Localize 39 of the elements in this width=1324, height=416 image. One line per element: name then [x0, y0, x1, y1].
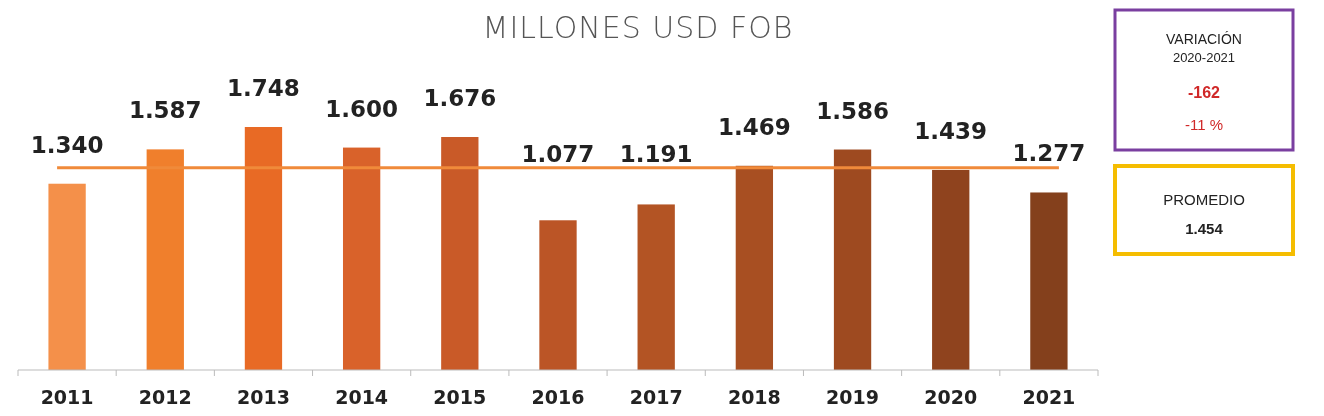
text: 1.454: [1185, 220, 1224, 237]
bar: [1030, 192, 1068, 370]
x-tick-label: 2013: [237, 386, 290, 408]
data-label: 1.586: [816, 97, 889, 124]
data-label: 1.277: [1012, 140, 1086, 167]
data-label: 1.587: [128, 97, 202, 124]
bar: [441, 137, 479, 370]
x-tick-label: 2014: [335, 386, 389, 408]
data-label: 1.191: [619, 140, 693, 167]
text: -11 %: [1184, 116, 1224, 133]
x-tick-label: 2017: [629, 386, 683, 408]
text: 2020-2021: [1172, 50, 1236, 65]
bar: [932, 169, 970, 370]
x-tick-label: 2019: [826, 386, 879, 408]
bar: [146, 149, 184, 370]
x-tick-label: 2011: [40, 386, 94, 408]
x-tick-label: 2021: [1022, 386, 1076, 408]
bar: [833, 149, 872, 370]
x-tick-label: 2015: [433, 386, 487, 408]
bar: [244, 127, 283, 370]
text: VARIACIÓN: [1166, 31, 1242, 47]
text: PROMEDIO: [1163, 191, 1245, 208]
text: -162: [1187, 84, 1221, 101]
data-label: 1.439: [914, 117, 988, 144]
bar: [48, 183, 86, 370]
data-label: 1.676: [423, 85, 497, 112]
x-tick-label: 2018: [727, 386, 781, 408]
x-tick-label: 2016: [531, 386, 585, 408]
x-tick-label: 2012: [138, 386, 192, 408]
x-tick-label: 2020: [924, 386, 978, 408]
chart-title: MILLONES USD FOB: [482, 10, 794, 45]
data-label: 1.748: [227, 75, 300, 101]
data-label: 1.077: [521, 140, 595, 167]
bar: [539, 220, 577, 370]
data-label: 1.469: [717, 113, 791, 140]
data-label: 1.600: [325, 95, 399, 122]
data-label: 1.340: [30, 131, 104, 158]
bar: [342, 147, 381, 370]
bar: [637, 204, 675, 370]
